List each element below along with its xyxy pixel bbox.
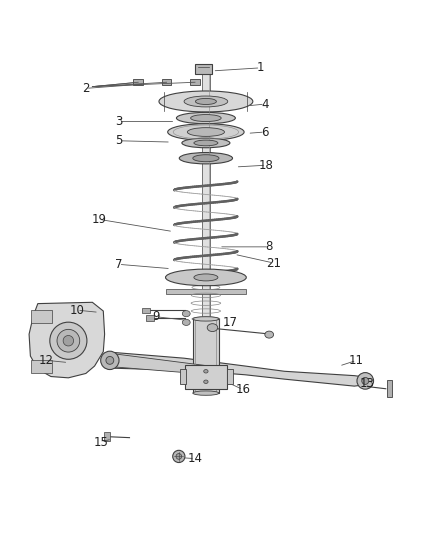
Bar [134,79,143,85]
Bar [193,319,219,393]
Text: 9: 9 [152,310,159,323]
Bar [142,308,150,313]
Polygon shape [114,352,367,386]
Text: 7: 7 [115,258,122,271]
Ellipse shape [182,311,190,317]
Bar [226,369,233,384]
Ellipse shape [194,140,218,146]
Ellipse shape [204,380,208,384]
Ellipse shape [182,319,190,326]
Ellipse shape [357,373,374,389]
Ellipse shape [207,324,218,332]
Bar [195,64,212,74]
Text: 14: 14 [187,452,202,465]
Text: 12: 12 [39,354,54,367]
Ellipse shape [195,99,216,104]
Text: 19: 19 [92,213,106,226]
Text: 10: 10 [70,304,85,317]
Ellipse shape [101,351,119,369]
Ellipse shape [187,128,224,136]
Text: 1: 1 [257,61,264,74]
Ellipse shape [362,377,369,384]
Ellipse shape [194,274,218,281]
Ellipse shape [173,450,185,463]
Bar [180,369,186,384]
Text: 16: 16 [236,383,251,396]
Text: 18: 18 [259,159,274,172]
Ellipse shape [179,152,233,164]
Text: 5: 5 [115,134,122,147]
Bar [146,316,154,321]
Text: 21: 21 [266,256,281,270]
Polygon shape [114,354,223,376]
Ellipse shape [177,112,235,124]
Text: 4: 4 [261,98,268,110]
Text: 8: 8 [265,240,273,253]
Text: 3: 3 [115,115,122,128]
Text: 17: 17 [223,316,237,329]
Ellipse shape [182,138,230,148]
Polygon shape [29,302,105,378]
Ellipse shape [193,391,219,395]
Ellipse shape [265,331,274,338]
Ellipse shape [50,322,87,359]
Bar [185,365,226,389]
Ellipse shape [204,369,208,373]
Bar [190,79,200,85]
Text: 11: 11 [349,354,364,367]
Bar [198,319,214,369]
Bar [162,79,171,85]
Bar [201,72,210,369]
Text: 13: 13 [360,377,375,390]
Bar [104,432,110,441]
Text: 15: 15 [94,435,109,448]
Ellipse shape [193,155,219,161]
Ellipse shape [57,329,80,352]
Text: 6: 6 [261,126,268,139]
Text: 2: 2 [82,82,90,95]
Ellipse shape [106,357,114,364]
Ellipse shape [193,317,219,321]
Bar [166,289,246,294]
Ellipse shape [184,96,228,107]
Ellipse shape [176,454,182,459]
Ellipse shape [168,124,244,140]
Bar [31,360,52,374]
Bar [387,381,392,397]
Ellipse shape [159,91,253,112]
Ellipse shape [191,115,221,122]
Bar [31,310,52,323]
Ellipse shape [166,269,246,286]
Ellipse shape [63,335,74,346]
